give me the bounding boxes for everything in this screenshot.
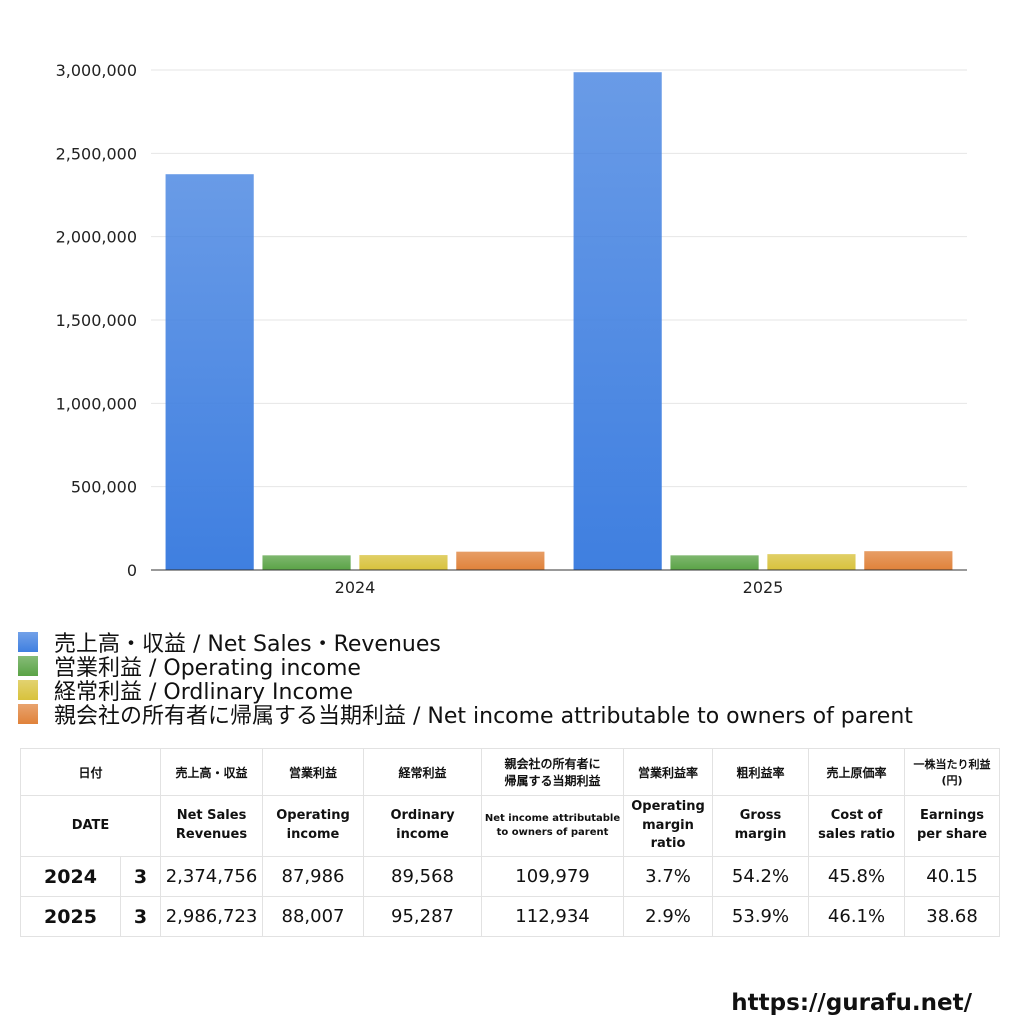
header-en-cell: DATE (19, 795, 162, 857)
legend-swatch (18, 632, 38, 652)
y-tick-label: 3,000,000 (56, 61, 137, 80)
bar-2024-series-3 (359, 555, 448, 570)
y-tick-label: 1,500,000 (56, 311, 137, 330)
header-en-cell: Net income attributable to owners of pare… (481, 795, 625, 857)
header-en-cell: Operating margin ratio (623, 795, 714, 857)
table-cell: 2,374,756 (160, 856, 264, 897)
x-tick-label: 2024 (335, 578, 376, 597)
bars (165, 72, 953, 570)
table-cell: 3 (119, 856, 162, 897)
table-row: 2025 3 2,986,723 88,007 95,287 112,934 2.9% 53.… (20, 896, 1001, 937)
bar-2024-series-1 (165, 174, 254, 570)
bar-2024-series-2 (262, 555, 351, 570)
header-jp-row: 日付 売上高・収益 営業利益 経常利益 親会社の所有者に 帰属する当期利益 営業利益率 粗利益… (19, 748, 1001, 796)
bar-chart: 0 500,000 1,000,000 1,500,000 2,000,000 2,500… (56, 61, 967, 597)
header-jp-cell: 営業利益率 (623, 748, 714, 796)
table-cell: 95,287 (363, 896, 483, 937)
table-cell: 112,934 (481, 896, 625, 937)
table-cell: 38.68 (904, 896, 1001, 937)
header-jp-cell: 親会社の所有者に 帰属する当期利益 (481, 748, 625, 796)
y-tick-label: 2,500,000 (56, 144, 137, 163)
table-cell: 2,986,723 (160, 896, 264, 937)
header-en-row: DATE Net Sales Revenues Operating income Ordi… (19, 795, 1001, 857)
gridlines (151, 69, 967, 488)
header-en-cell: Operating income (262, 795, 365, 857)
header-jp-cell: 日付 (19, 748, 162, 796)
bar-2025-series-2 (670, 555, 759, 570)
table-cell: 54.2% (712, 856, 810, 897)
legend-item: 営業利益 / Operating income (18, 654, 913, 681)
table-cell: 2024 (20, 856, 121, 897)
table-cell: 46.1% (808, 896, 906, 937)
y-tick-label: 1,000,000 (56, 394, 137, 413)
table-cell: 53.9% (712, 896, 810, 937)
table-cell: 2025 (20, 896, 121, 937)
table-cell: 3 (119, 896, 162, 937)
header-en-cell: Earnings per share (904, 795, 1001, 857)
header-en-cell: Net Sales Revenues (160, 795, 264, 857)
table-row: 2024 3 2,374,756 87,986 89,568 109,979 3.7% 54.… (20, 856, 1001, 897)
table-cell: 2.9% (623, 896, 714, 937)
header-jp-cell: 粗利益率 (712, 748, 810, 796)
header-jp-cell: 経常利益 (363, 748, 483, 796)
site-url: https://gurafu.net/ (731, 990, 972, 1016)
table-cell: 87,986 (262, 856, 365, 897)
legend-label: 経常利益 / Ordlinary Income (54, 680, 353, 705)
header-en-cell: Gross margin (712, 795, 810, 857)
legend-swatch (18, 704, 38, 724)
legend-swatch (18, 656, 38, 676)
header-jp-cell: 一株当たり利益 (円) (904, 748, 1001, 796)
table-cell: 45.8% (808, 856, 906, 897)
y-tick-label: 2,000,000 (56, 228, 137, 247)
header-jp-cell: 売上高・収益 (160, 748, 264, 796)
bar-2025-series-1 (573, 72, 662, 570)
legend-label: 営業利益 / Operating income (54, 656, 361, 681)
legend-label: 売上高・収益 / Net Sales・Revenues (54, 632, 441, 657)
table-cell: 109,979 (481, 856, 625, 897)
legend-swatch (18, 680, 38, 700)
header-jp-cell: 営業利益 (262, 748, 365, 796)
bar-2024-series-4 (456, 551, 545, 570)
legend-item: 売上高・収益 / Net Sales・Revenues (18, 630, 913, 657)
header-en-cell: Cost of sales ratio (808, 795, 906, 857)
x-tick-label: 2025 (743, 578, 784, 597)
y-tick-label: 0 (127, 561, 137, 580)
bar-2025-series-3 (767, 554, 856, 570)
table-cell: 88,007 (262, 896, 365, 937)
legend-label: 親会社の所有者に帰属する当期利益 / Net income attributab… (54, 704, 913, 729)
table-cell: 89,568 (363, 856, 483, 897)
legend: 売上高・収益 / Net Sales・Revenues 営業利益 / Operat… (18, 630, 913, 729)
header-jp-cell: 売上原価率 (808, 748, 906, 796)
bar-2025-series-4 (864, 551, 953, 570)
table-cell: 3.7% (623, 856, 714, 897)
y-tick-label: 500,000 (71, 478, 137, 497)
table-cell: 40.15 (904, 856, 1001, 897)
legend-item: 親会社の所有者に帰属する当期利益 / Net income attributab… (18, 702, 913, 729)
axes: 0 500,000 1,000,000 1,500,000 2,000,000 2,500… (56, 61, 967, 597)
header-en-cell: Ordinary income (363, 795, 483, 857)
legend-item: 経常利益 / Ordlinary Income (18, 678, 913, 705)
financial-table: 日付 売上高・収益 営業利益 経常利益 親会社の所有者に 帰属する当期利益 営業利益率 粗利益… (19, 748, 1001, 937)
